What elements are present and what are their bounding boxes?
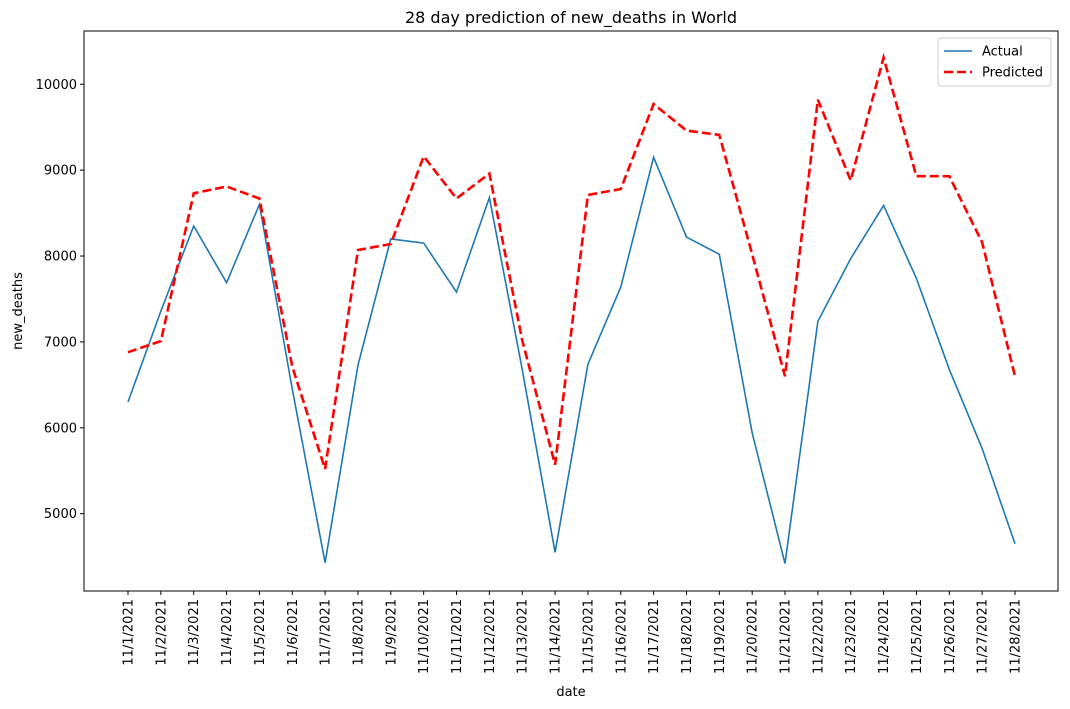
x-tick-label: 11/1/2021 [122,599,137,666]
chart-title: 28 day prediction of new_deaths in World [405,8,737,28]
series-line-actual [127,154,1016,564]
x-tick-label: 11/3/2021 [187,599,202,666]
x-tick-label: 11/20/2021 [746,599,761,674]
x-tick-label: 11/17/2021 [647,599,662,674]
x-tick-label: 11/6/2021 [286,599,301,666]
x-tick-label: 11/18/2021 [680,599,695,674]
y-axis: 5000 6000 7000 8000 9000 10000 [36,78,84,522]
x-tick-label: 11/28/2021 [1009,599,1024,674]
legend-label-predicted: Predicted [982,66,1043,81]
x-tick-label: 11/8/2021 [351,599,366,666]
y-tick-label: 7000 [44,335,77,350]
x-tick-label: 11/21/2021 [779,599,794,674]
x-tick-label: 11/12/2021 [483,599,498,674]
x-tick-label: 11/27/2021 [976,599,991,674]
x-tick-label: 11/15/2021 [581,599,596,674]
x-tick-label: 11/9/2021 [384,599,399,666]
x-tick-label: 11/7/2021 [319,599,334,666]
x-tick-label: 11/24/2021 [877,599,892,674]
x-tick-label: 11/19/2021 [713,599,728,674]
legend-box [937,37,1052,87]
x-tick-label: 11/26/2021 [943,599,958,674]
y-tick-label: 10000 [36,78,77,93]
legend: Actual Predicted [937,37,1052,87]
x-tick-label: 11/22/2021 [811,599,826,674]
x-tick-label: 11/16/2021 [614,599,629,674]
x-tick-label: 11/10/2021 [417,599,432,674]
x-tick-label: 11/5/2021 [253,599,268,666]
x-tick-label: 11/23/2021 [844,599,859,674]
y-tick-label: 5000 [44,507,77,522]
x-axis-label: date [556,685,585,700]
x-tick-label: 11/13/2021 [516,599,531,674]
y-tick-label: 9000 [44,164,77,179]
x-axis: 11/1/2021 11/2/2021 11/3/2021 11/4/2021 11/5… [122,591,1024,674]
x-tick-label: 11/2/2021 [154,599,169,666]
plot-frame [83,30,1059,592]
series-layer [127,52,1017,564]
x-tick-label: 11/4/2021 [220,599,235,666]
x-tick-label: 11/11/2021 [450,599,465,674]
x-tick-label: 11/14/2021 [549,599,564,674]
y-tick-label: 6000 [44,421,77,436]
x-tick-label: 11/25/2021 [910,599,925,674]
legend-label-actual: Actual [982,45,1023,60]
y-tick-label: 8000 [44,250,77,265]
series-line-predicted [127,52,1017,470]
y-axis-label: new_deaths [11,272,26,350]
